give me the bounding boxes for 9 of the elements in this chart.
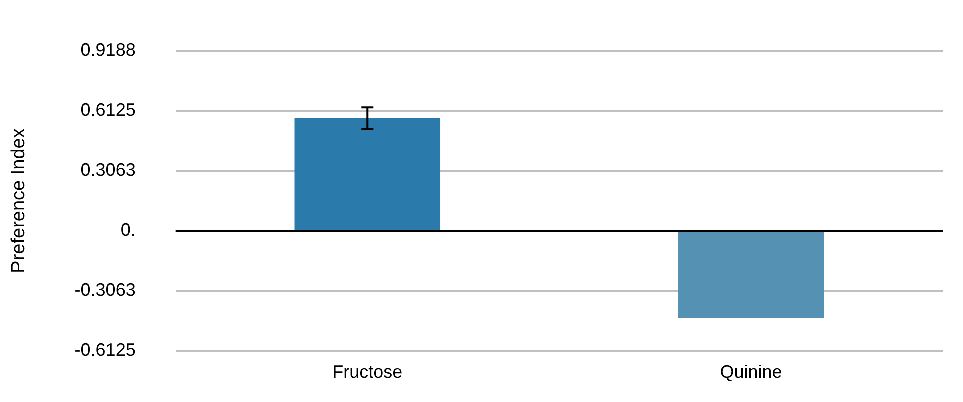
y-tick-label: 0.3063 [80,160,136,180]
y-axis-title: Preference Index [8,128,30,274]
x-tick-label: Fructose [332,362,403,382]
y-tick-label: -0.3063 [74,280,136,300]
y-tick-label: 0.9188 [80,40,136,60]
y-tick-label: -0.6125 [74,340,136,360]
y-tick-label: 0.6125 [80,100,136,120]
x-tick-label: Quinine [720,362,782,382]
y-tick-label: 0. [120,220,136,240]
